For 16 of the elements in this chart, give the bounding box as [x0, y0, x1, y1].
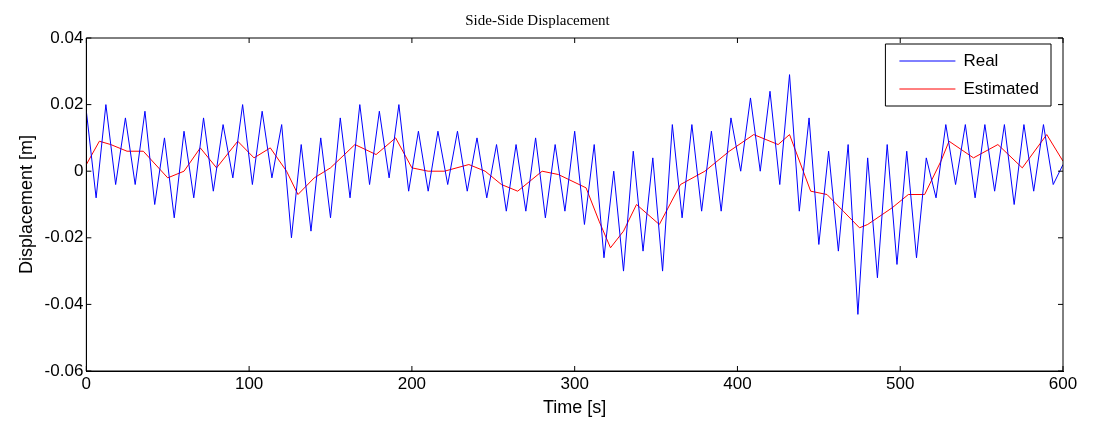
x-tick-label: 400	[723, 373, 752, 393]
legend-label: Estimated	[963, 78, 1040, 98]
x-tick-label: 600	[1048, 373, 1078, 393]
x-tick-label: 300	[560, 373, 589, 393]
chart-title: Side-Side Displacement	[465, 11, 611, 28]
x-tick-label: 200	[397, 373, 427, 393]
y-tick-label: -0.02	[44, 227, 84, 247]
y-tick-label: 0.04	[50, 27, 84, 47]
x-tick-label: 100	[234, 373, 264, 393]
y-tick-label: -0.04	[44, 294, 84, 314]
legend-label: Real	[963, 50, 999, 70]
y-axis-title: Displacement [m]	[15, 134, 36, 275]
y-tick-label: 0.02	[50, 94, 84, 114]
x-axis-title: Time [s]	[543, 397, 607, 418]
x-tick-label: 500	[886, 373, 915, 393]
y-tick-label: 0	[73, 160, 84, 180]
